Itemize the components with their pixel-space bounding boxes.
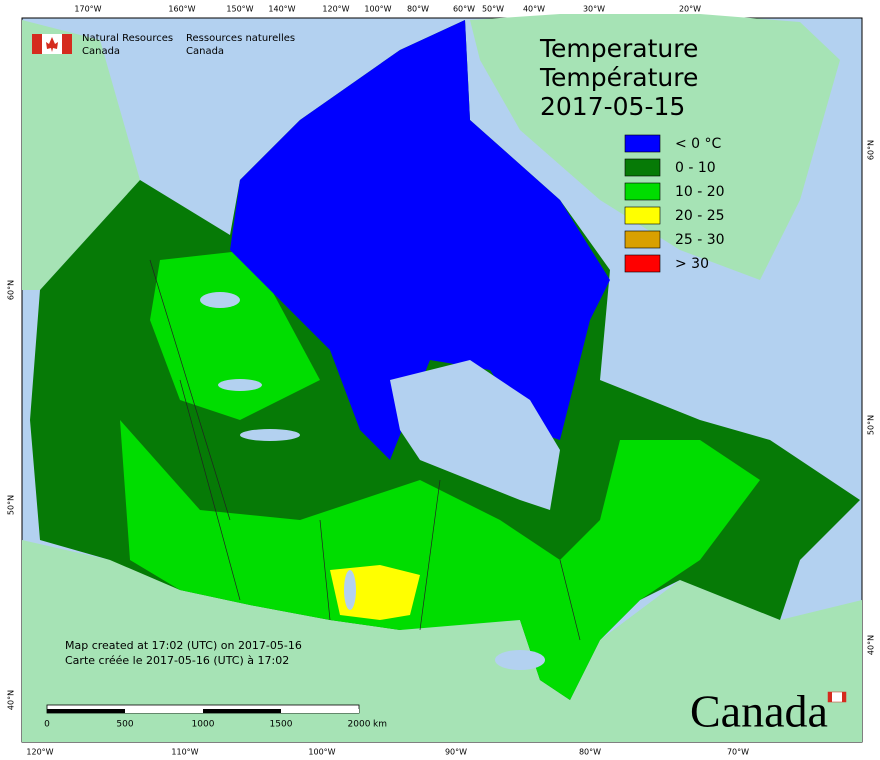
region-10-20-north <box>150 250 320 420</box>
legend-label: 25 - 30 <box>675 232 725 248</box>
title: Température <box>539 63 698 92</box>
legend-swatch <box>624 182 661 201</box>
longitude-label: 100°W <box>364 5 391 14</box>
longitude-label: 150°W <box>226 5 253 14</box>
scale-label: 500 <box>116 720 133 730</box>
footer: Carte créée le 2017-05-16 (UTC) à 17:02 <box>65 654 289 667</box>
footer: Map created at 17:02 (UTC) on 2017-05-16 <box>65 639 302 652</box>
region-20-25 <box>330 565 420 620</box>
longitude-label: 110°W <box>171 748 198 757</box>
legend-swatch <box>624 254 661 273</box>
longitude-label: 80°W <box>579 748 601 757</box>
scale-unit: km <box>373 720 387 730</box>
scale-segment <box>47 709 125 713</box>
longitude-label: 170°W <box>74 5 101 14</box>
scale-segment <box>281 709 359 713</box>
scale-label: 1500 <box>270 720 293 730</box>
united-states <box>22 540 862 742</box>
hudson-bay <box>390 360 560 510</box>
wordmark-flag <box>842 692 846 702</box>
longitude-label: 30°W <box>583 5 605 14</box>
longitude-label: 70°W <box>727 748 749 757</box>
flag-right <box>62 34 72 54</box>
legend-label: < 0 °C <box>675 136 722 152</box>
generated: 170°W 160°W 150°W 140°W 120°W 100°W 80°W 60°W 50… <box>7 5 876 757</box>
region-below-0 <box>230 20 610 460</box>
title-date: 2017-05-15 <box>540 92 685 121</box>
legend-swatch <box>624 134 661 153</box>
latitude-label: 40°N <box>867 635 876 655</box>
lake <box>218 379 262 391</box>
longitude-label: 90°W <box>445 748 467 757</box>
scale-label: 2000 <box>348 720 371 730</box>
lake <box>344 570 356 610</box>
header-en: Canada <box>82 46 120 57</box>
alaska <box>22 20 140 290</box>
region-10-20 <box>120 420 760 700</box>
scale-label: 1000 <box>192 720 215 730</box>
scale-label: 0 <box>44 720 50 730</box>
wordmark-flag <box>828 692 832 702</box>
scale-segment <box>203 709 281 713</box>
lake <box>200 292 240 308</box>
scale-segment <box>125 709 203 713</box>
longitude-label: 40°W <box>523 5 545 14</box>
latitude-label: 60°N <box>867 140 876 160</box>
latitude-label: 50°N <box>867 415 876 435</box>
longitude-label: 100°W <box>308 748 335 757</box>
latitude-label: 40°N <box>7 690 16 710</box>
legend-label: > 30 <box>675 256 709 272</box>
header-en: Natural Resources <box>82 33 173 44</box>
flag-left <box>32 34 42 54</box>
legend-swatch <box>624 158 661 177</box>
legend-label: 10 - 20 <box>675 184 725 200</box>
legend-swatch <box>624 206 661 225</box>
longitude-label: 120°W <box>322 5 349 14</box>
longitude-label: 50°W <box>482 5 504 14</box>
title: Temperature <box>539 34 698 63</box>
longitude-label: 120°W <box>26 748 53 757</box>
latitude-label: 60°N <box>7 280 16 300</box>
lake <box>240 429 300 441</box>
legend-label: 0 - 10 <box>675 160 716 176</box>
longitude-label: 20°W <box>679 5 701 14</box>
longitude-label: 80°W <box>407 5 429 14</box>
longitude-label: 60°W <box>453 5 475 14</box>
wordmark: Canada <box>690 686 828 737</box>
latitude-label: 50°N <box>7 495 16 515</box>
maple-leaf <box>46 37 58 52</box>
header-fr: Ressources naturelles <box>186 33 295 44</box>
longitude-label: 140°W <box>268 5 295 14</box>
header-fr: Canada <box>186 46 224 57</box>
legend-label: 20 - 25 <box>675 208 725 224</box>
legend-swatch <box>624 230 661 249</box>
boundary-lines <box>149 259 581 641</box>
longitude-label: 160°W <box>168 5 195 14</box>
lake <box>495 650 545 670</box>
